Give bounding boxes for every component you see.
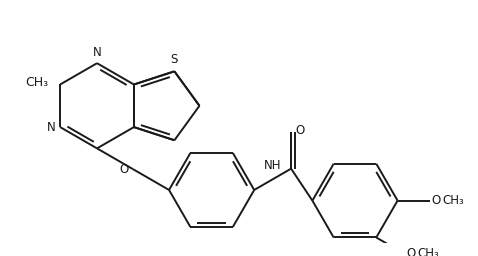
Text: CH₃: CH₃ [417, 247, 439, 256]
Text: CH₃: CH₃ [443, 194, 465, 207]
Text: O: O [120, 163, 129, 176]
Text: N: N [93, 46, 101, 59]
Text: CH₃: CH₃ [25, 76, 48, 89]
Text: O: O [432, 194, 441, 207]
Text: S: S [171, 53, 178, 66]
Text: O: O [295, 124, 304, 137]
Text: O: O [406, 247, 415, 256]
Text: NH: NH [264, 159, 282, 172]
Text: N: N [47, 121, 56, 134]
